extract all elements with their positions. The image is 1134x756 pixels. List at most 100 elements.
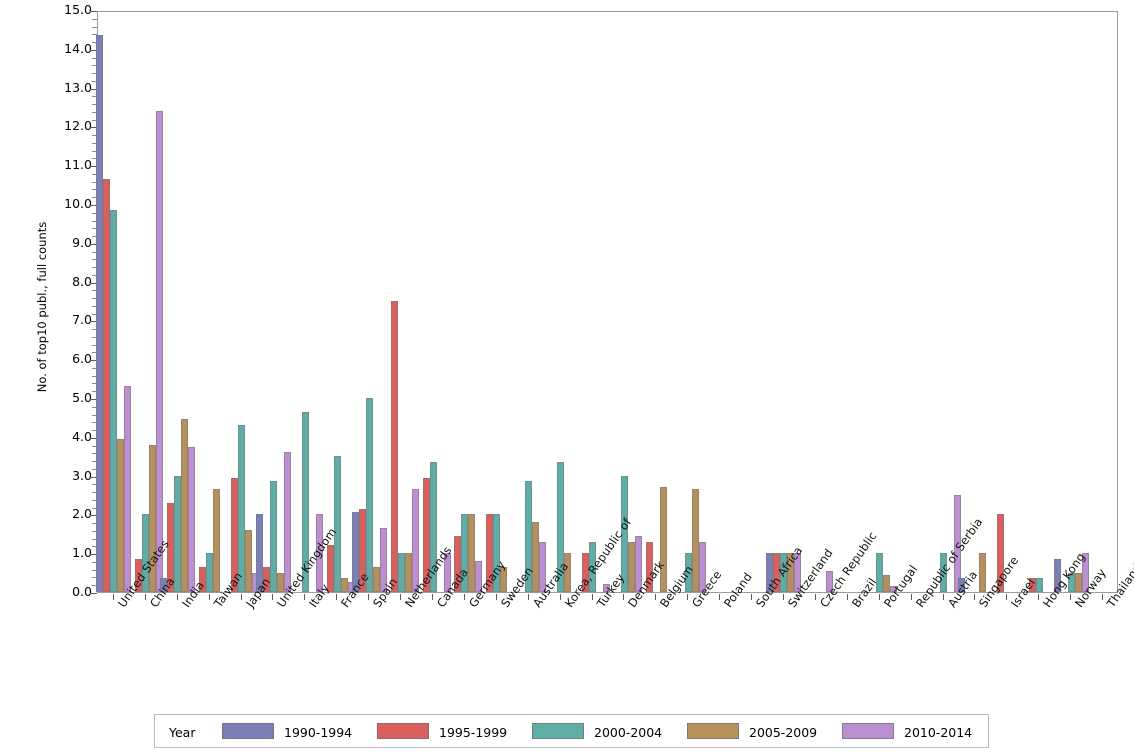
bar [326,545,334,592]
bar [589,541,597,592]
bar [269,481,277,592]
bar [365,398,373,592]
bar [659,487,667,592]
x-tick-mark [112,594,114,600]
x-tick-mark [368,594,370,600]
y-tick-mark [90,243,97,245]
bar [96,35,104,592]
bar [124,386,132,592]
bar [500,566,508,592]
y-axis-title: No. of top10 publ., full counts [35,221,49,393]
bar [957,578,965,592]
bar [167,502,175,592]
y-tick-label: 15.0 [64,2,92,17]
y-tick-mark-minor [92,523,97,525]
y-tick-mark-minor [92,352,97,354]
y-tick-mark-minor [92,530,97,532]
x-tick-mark [942,594,944,600]
y-tick-mark-minor [92,577,97,579]
bar [276,572,284,592]
x-tick-mark [1038,594,1040,600]
y-tick-mark-minor [92,344,97,346]
bar [103,178,111,592]
bar [525,481,533,592]
bar [199,566,207,592]
x-tick-mark [559,594,561,600]
x-tick-mark [304,594,306,600]
y-tick-mark-minor [92,65,97,67]
y-tick-mark [90,360,97,362]
y-tick-mark-minor [92,445,97,447]
y-tick-mark-minor [92,468,97,470]
bar [181,419,189,592]
bar [826,570,834,592]
y-tick-mark-minor [92,274,97,276]
y-tick-mark-minor [92,430,97,432]
x-tick-mark [782,594,784,600]
bar [454,535,462,592]
y-tick-mark-minor [92,189,97,191]
y-tick-label: 2.0 [72,506,92,522]
bar [627,541,635,592]
bar [245,529,253,592]
y-tick-mark-minor [92,484,97,486]
bar [539,541,547,592]
bar [876,553,884,592]
bar [358,508,366,592]
bar [787,553,795,592]
legend-title: Year [169,725,196,740]
legend-label: 2010-2014 [904,725,973,740]
y-tick-mark-minor [92,251,97,253]
bar [238,425,246,592]
y-tick-mark-minor [92,492,97,494]
bar [315,514,323,592]
bar [301,411,309,592]
bar [766,553,774,592]
y-tick-mark-minor [92,80,97,82]
y-tick-mark-minor [92,267,97,269]
x-tick-mark [144,594,146,600]
bar [174,475,182,592]
legend-label: 1990-1994 [284,725,353,740]
y-tick-mark-minor [92,111,97,113]
y-tick-mark [90,476,97,478]
bar [691,489,699,592]
y-tick-label: 14.0 [64,40,92,56]
legend-label: 2005-2009 [749,725,818,740]
bar [1074,572,1082,592]
bar [582,553,590,592]
bar [149,444,157,592]
y-tick-mark-minor [92,290,97,292]
x-tick-mark [814,594,816,600]
bar [773,553,781,592]
y-tick-mark [90,321,97,323]
x-tick-mark [719,594,721,600]
bar [351,512,359,592]
x-tick-mark [878,594,880,600]
x-tick-mark [655,594,657,600]
bar [475,560,483,592]
y-tick-mark-minor [92,383,97,385]
y-tick-mark-minor [92,142,97,144]
bar [1035,578,1043,592]
y-tick-mark-minor [92,367,97,369]
legend-swatch [377,723,429,739]
bar [684,553,692,592]
bar [1081,553,1089,592]
bar [340,578,348,592]
y-tick-label: 4.0 [72,428,92,444]
x-tick-mark [751,594,753,600]
bar [255,514,263,592]
x-tick-mark [591,594,593,600]
bar [142,514,150,592]
y-tick-mark [90,593,97,594]
y-tick-label: 12.0 [64,118,92,134]
x-tick-mark [623,594,625,600]
y-tick-mark-minor [92,391,97,393]
y-tick-mark-minor [92,42,97,44]
y-tick-mark [90,166,97,168]
x-tick-mark [336,594,338,600]
x-tick-mark [527,594,529,600]
bar [486,514,494,592]
